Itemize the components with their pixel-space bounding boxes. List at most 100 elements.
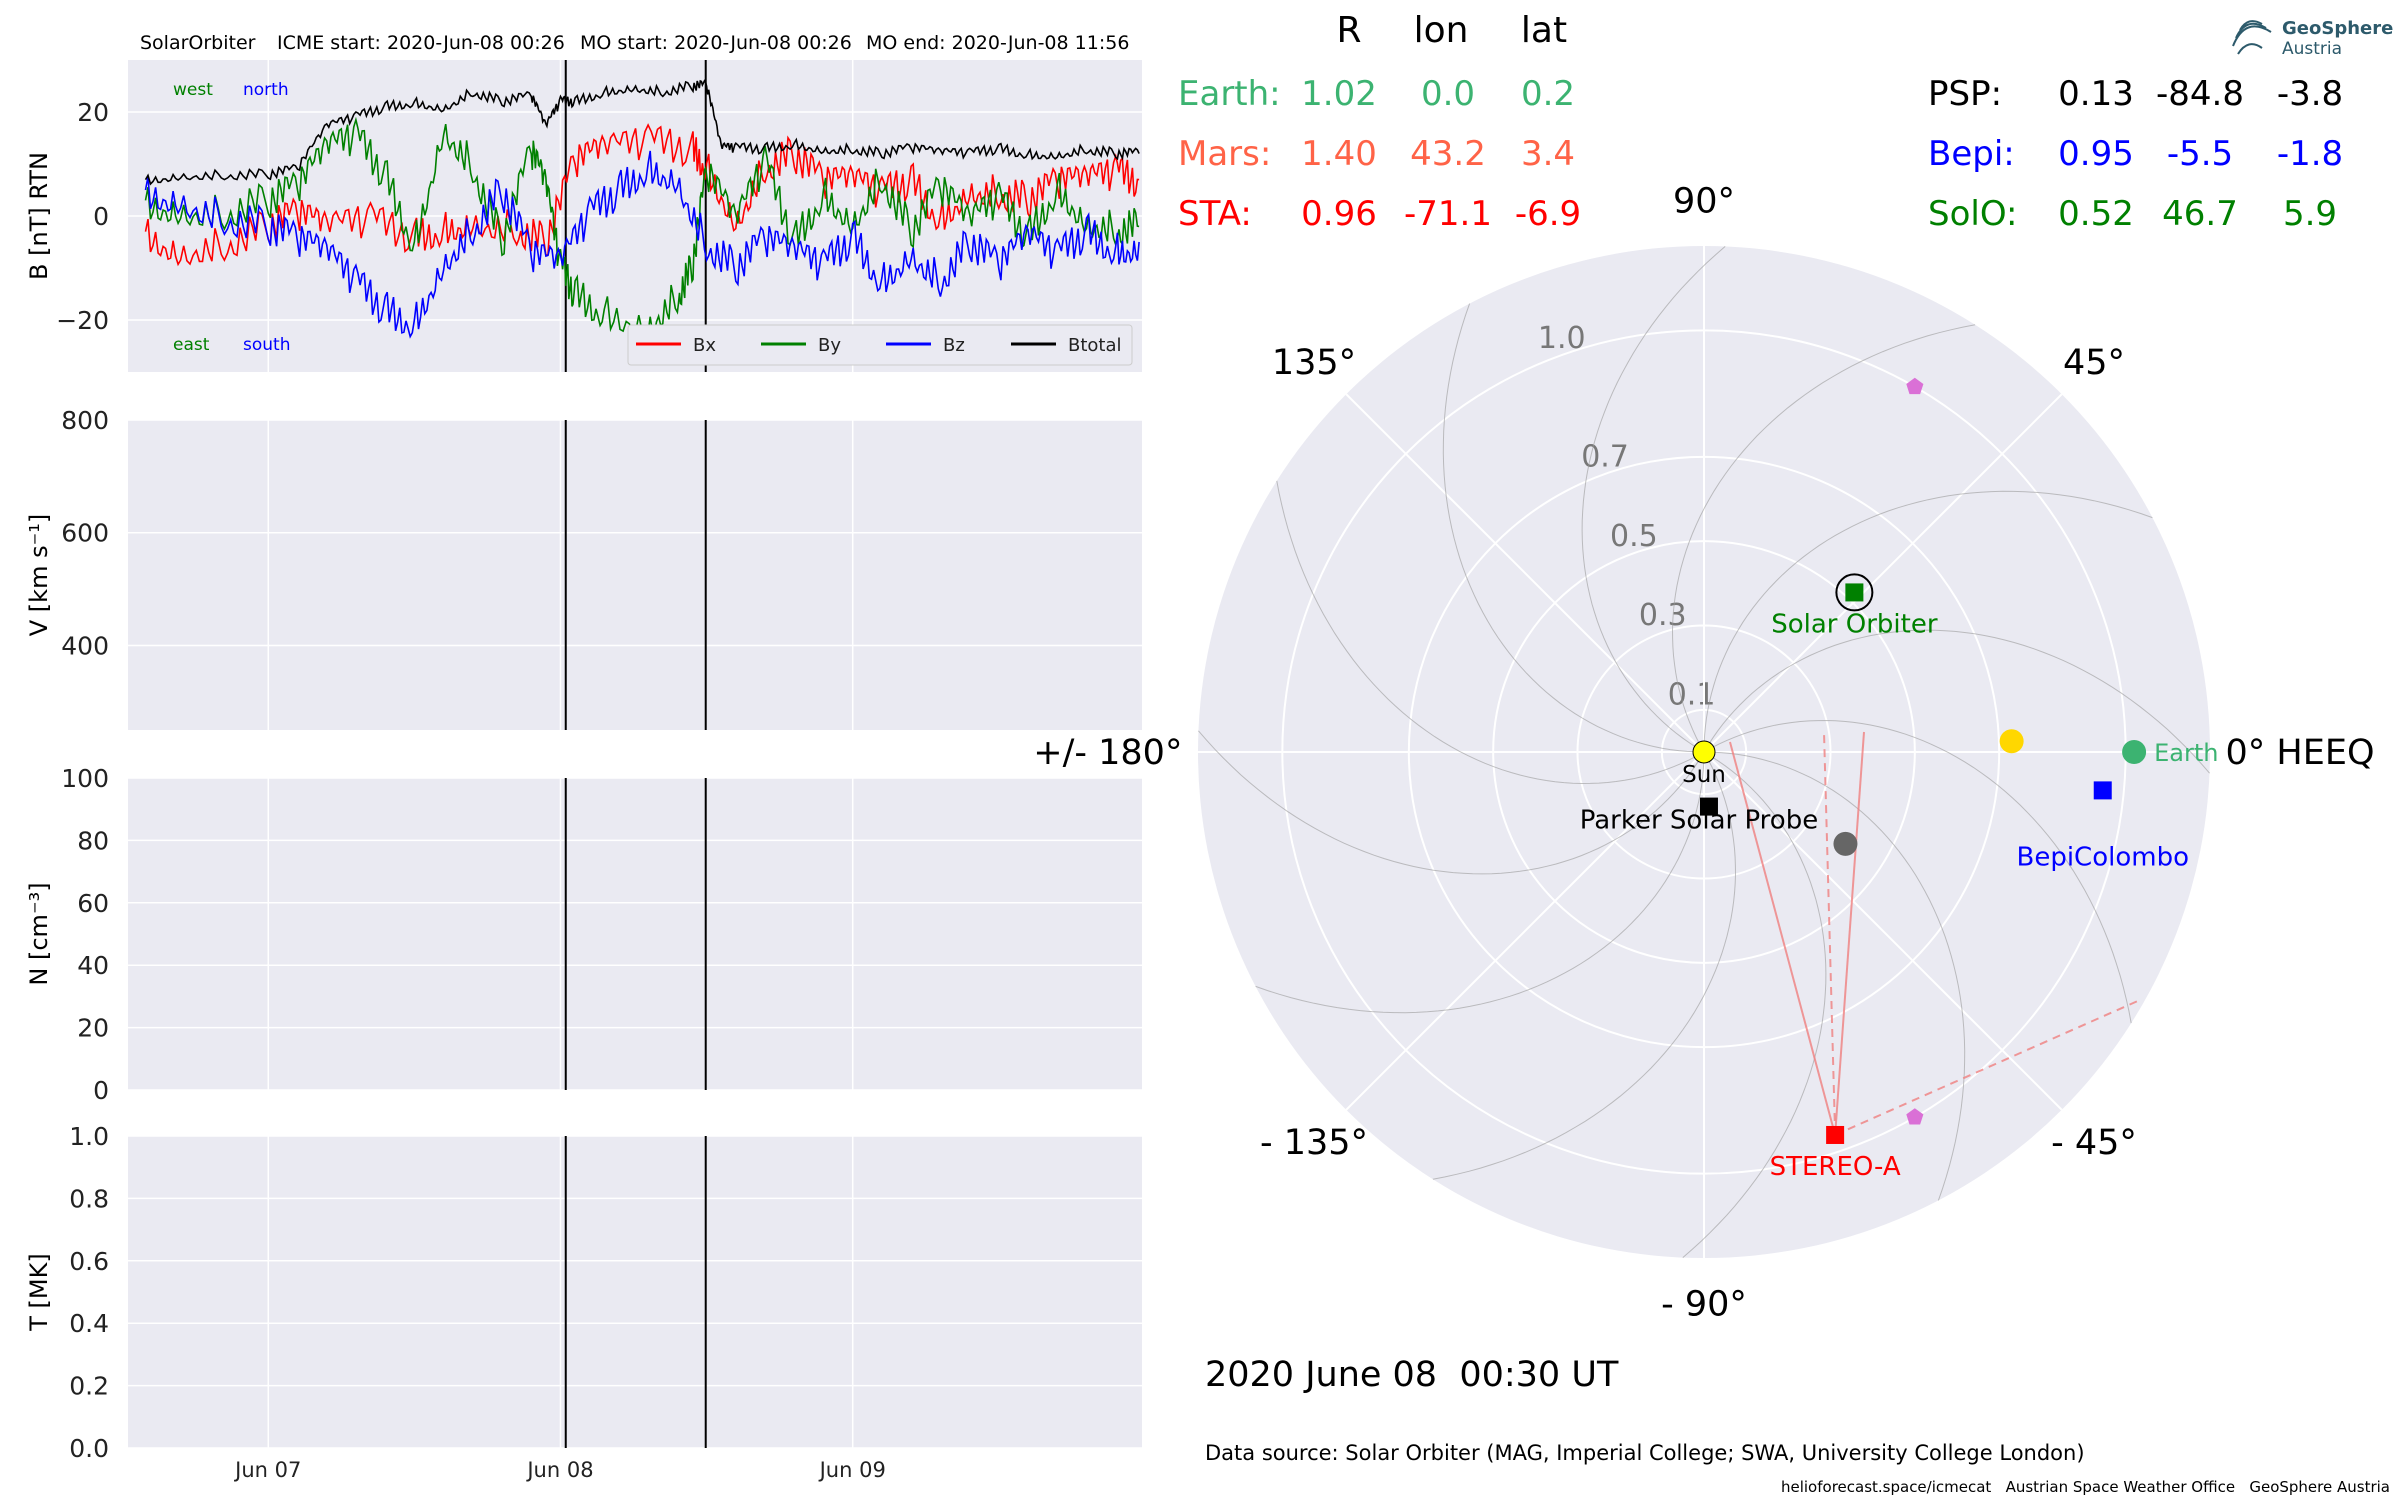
time-series-panels: −20 0 20 B [nT] RTN west north east south Bx By Bz… [25, 60, 1142, 1482]
y-tick-label: 0.4 [69, 1309, 109, 1338]
legend-label-btotal: Btotal [1068, 335, 1122, 356]
y-tick-label: 0.6 [69, 1247, 109, 1276]
table-r: 0.13 [2058, 74, 2134, 114]
table-lon: -84.8 [2156, 74, 2244, 114]
table-lat: 0.2 [1521, 74, 1575, 114]
annotation-north: north [243, 80, 289, 100]
body-mercury [1833, 831, 1858, 856]
parker-spiral [1442, 303, 1705, 753]
parker-spiral [1703, 629, 2210, 774]
radial-ring-label: 0.5 [1610, 519, 1658, 554]
radial-ring-label: 0.1 [1668, 677, 1716, 712]
body-label-stereo-a: STEREO-A [1770, 1152, 1901, 1182]
y-tick-label: 0.8 [69, 1184, 109, 1213]
y-axis-label: T [MK] [25, 1253, 53, 1331]
annotation-east: east [173, 335, 210, 355]
body-ring-solar-orbiter [1835, 573, 1874, 612]
table-name: STA: [1178, 194, 1252, 234]
y-axis-label: B [nT] RTN [25, 152, 53, 280]
y-tick-label: −20 [56, 306, 109, 335]
radial-ring-label: 0.3 [1639, 598, 1687, 633]
table-r: 0.95 [2058, 134, 2134, 174]
sta-fov-line [1729, 741, 1837, 1136]
table-r: 1.40 [1301, 134, 1377, 174]
angle-label: 0° HEEQ [2226, 733, 2375, 773]
angle-spoke [1703, 751, 2063, 1111]
panel-magnetic-field: −20 0 20 B [nT] RTN west north east south Bx By Bz… [25, 60, 1142, 372]
y-tick-label: 0 [93, 202, 109, 231]
parker-spiral [1276, 480, 1705, 785]
parker-spiral [1703, 719, 2132, 1024]
annotation-south: south [243, 335, 290, 355]
series-by [144, 116, 1140, 340]
y-tick-label: 40 [77, 951, 109, 980]
table-lat: -6.9 [1515, 194, 1581, 234]
angle-label: - 45° [2051, 1123, 2137, 1163]
header-spacecraft: SolarOrbiter [140, 32, 256, 54]
y-tick-label: 0.2 [69, 1372, 109, 1401]
table-r: 0.96 [1301, 194, 1377, 234]
body-parker-solar-probe [1699, 797, 1718, 816]
parker-spiral [1703, 490, 2153, 753]
legend-box [627, 324, 1133, 366]
parker-spiral [1432, 751, 1737, 1180]
x-tick-label: Jun 08 [525, 1458, 593, 1482]
table-header-lat: lat [1521, 10, 1567, 51]
panel-background [128, 420, 1142, 730]
sta-fov-line [1834, 731, 1865, 1136]
y-axis-label: N [cm⁻³] [25, 882, 53, 985]
header-mo-end: MO end: 2020-Jun-08 11:56 [866, 32, 1129, 54]
table-header-lon: lon [1414, 10, 1469, 51]
data-source: Data source: Solar Orbiter (MAG, Imperia… [1205, 1441, 2085, 1465]
body-label-solar-orbiter: Solar Orbiter [1771, 609, 1938, 639]
body-stereo-a [1826, 1125, 1845, 1144]
legend-label-bz: Bz [943, 335, 965, 356]
angle-spoke [1345, 393, 1705, 753]
table-r: 0.52 [2058, 194, 2134, 234]
angle-label: +/- 180° [1033, 733, 1182, 773]
angle-label: 90° [1673, 181, 1735, 221]
geosphere-logo: GeoSphere Austria [2232, 18, 2393, 59]
header-icme-start: ICME start: 2020-Jun-08 00:26 [277, 32, 565, 54]
angle-label: - 90° [1661, 1285, 1747, 1325]
body-earth [2122, 740, 2147, 764]
series-btotal [144, 79, 1140, 186]
radial-ring-label: 0.7 [1581, 440, 1629, 475]
parker-spiral [1255, 751, 1705, 1014]
panel-background [128, 1136, 1142, 1448]
table-name: Bepi: [1928, 134, 2015, 174]
y-tick-label: 1.0 [69, 1122, 109, 1151]
series-bx [144, 123, 1140, 267]
body-bepicolombo [2093, 781, 2112, 800]
table-lon: -5.5 [2167, 134, 2233, 174]
table-name: SolO: [1928, 194, 2017, 234]
table-lat: -1.8 [2277, 134, 2343, 174]
angle-label: 45° [2063, 343, 2125, 383]
y-tick-label: 0.0 [69, 1434, 109, 1463]
position-table: R lon lat Earth: 1.02 0.0 0.2 Mars: 1.40 43.2 3… [1178, 10, 2343, 234]
table-name: Mars: [1178, 134, 1271, 174]
body-venus [1999, 729, 2024, 754]
table-lat: -3.8 [2277, 74, 2343, 114]
table-r: 1.02 [1301, 74, 1377, 114]
angle-label: - 135° [1260, 1123, 1368, 1163]
body-sun [1692, 740, 1716, 764]
table-name: PSP: [1928, 74, 2002, 114]
body-label-bepicolombo: BepiColombo [2016, 842, 2189, 872]
y-tick-label: 20 [77, 98, 109, 127]
logo-swirl-icon [2232, 20, 2272, 55]
angle-spoke [1703, 393, 2063, 753]
table-header-r: R [1336, 10, 1361, 51]
x-tick-label: Jun 09 [818, 1458, 886, 1482]
body-label-sun: Sun [1682, 762, 1726, 788]
y-tick-label: 80 [77, 826, 109, 855]
parker-spiral [1703, 751, 1966, 1201]
angle-label: 135° [1272, 343, 1356, 383]
y-axis-label: V [km s⁻¹] [25, 514, 53, 636]
angle-spoke [1345, 751, 1705, 1111]
timestamp: 2020 June 08 00:30 UT [1205, 1355, 1619, 1395]
y-tick-label: 600 [61, 519, 109, 548]
table-lon: 43.2 [1410, 134, 1486, 174]
table-lon: -71.1 [1404, 194, 1492, 234]
